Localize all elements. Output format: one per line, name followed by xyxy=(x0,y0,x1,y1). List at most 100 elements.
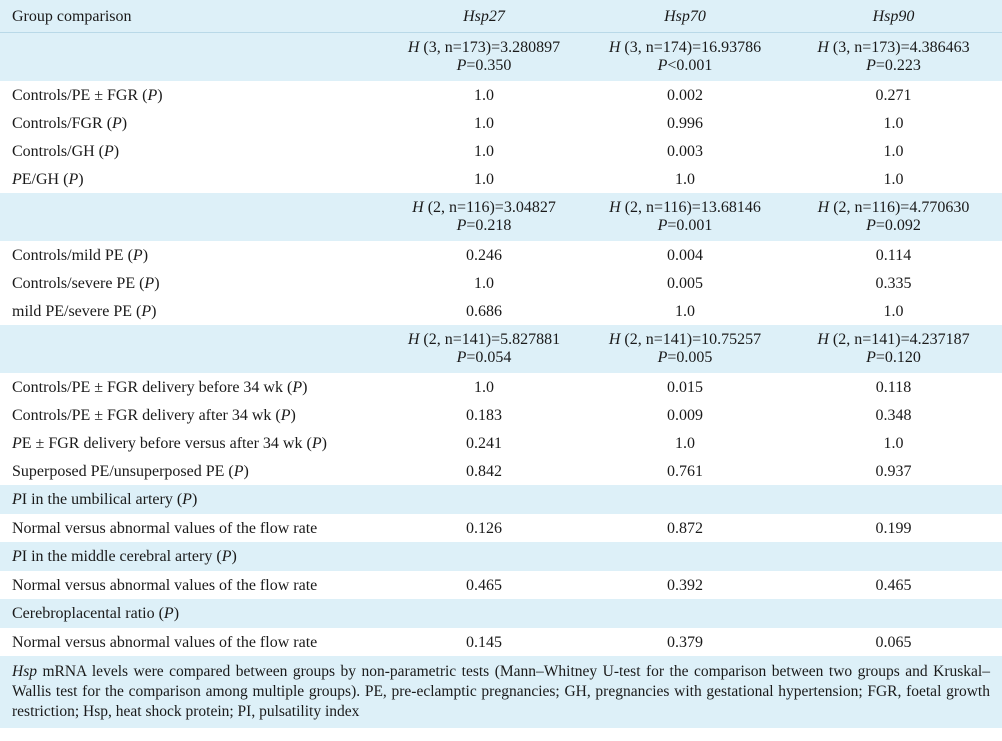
stat-cell: H (2, n=141)=4.237187 P=0.120 xyxy=(785,325,1002,373)
stat-h-value: H (2, n=141)=4.237187 xyxy=(817,331,970,348)
stat-row: H (2, n=116)=3.04827 P=0.218 H (2, n=116)=… xyxy=(0,193,1002,241)
table-row: Controls/severe PE (P) 1.0 0.005 0.335 xyxy=(0,269,1002,297)
row-value: 0.114 xyxy=(785,241,1002,269)
stat-p-value: P=0.223 xyxy=(866,57,921,74)
row-value: 1.0 xyxy=(383,269,585,297)
section-label: Cerebroplacental ratio (P) xyxy=(0,599,1002,628)
stat-p-value: P=0.001 xyxy=(657,217,713,234)
stat-h-value: H (3, n=173)=3.280897 xyxy=(407,39,561,56)
row-value: 0.379 xyxy=(585,628,785,656)
row-value: 0.335 xyxy=(785,269,1002,297)
row-value: 0.686 xyxy=(383,297,585,325)
stat-p-value: P=0.218 xyxy=(456,217,512,234)
row-label: Normal versus abnormal values of the flo… xyxy=(0,628,383,656)
row-label: Controls/PE ± FGR (P) xyxy=(0,81,383,109)
section-row: Cerebroplacental ratio (P) xyxy=(0,599,1002,628)
row-label: Controls/GH (P) xyxy=(0,137,383,165)
stat-row: H (2, n=141)=5.827881 P=0.054 H (2, n=141)… xyxy=(0,325,1002,373)
table-row: Controls/FGR (P) 1.0 0.996 1.0 xyxy=(0,109,1002,137)
row-value: 1.0 xyxy=(585,297,785,325)
header-hsp70: Hsp70 xyxy=(585,0,785,33)
row-value: 0.003 xyxy=(585,137,785,165)
row-value: 0.145 xyxy=(383,628,585,656)
stat-label-cell xyxy=(0,32,383,81)
table-row: Controls/PE ± FGR delivery before 34 wk … xyxy=(0,373,1002,401)
stat-h-value: H (2, n=116)=3.04827 xyxy=(412,199,556,216)
row-value: 0.392 xyxy=(585,571,785,599)
row-value: 0.065 xyxy=(785,628,1002,656)
stat-cell: H (2, n=116)=3.04827 P=0.218 xyxy=(383,193,585,241)
row-value: 0.996 xyxy=(585,109,785,137)
stat-p-value: P=0.054 xyxy=(456,349,512,366)
table-row: Normal versus abnormal values of the flo… xyxy=(0,571,1002,599)
section-label: PI in the middle cerebral artery (P) xyxy=(0,542,1002,571)
section-row: PI in the middle cerebral artery (P) xyxy=(0,542,1002,571)
row-label: mild PE/severe PE (P) xyxy=(0,297,383,325)
table-row: Normal versus abnormal values of the flo… xyxy=(0,628,1002,656)
row-value: 1.0 xyxy=(383,373,585,401)
stat-h-value: H (2, n=141)=5.827881 xyxy=(407,331,561,348)
row-value: 0.761 xyxy=(585,457,785,485)
footnote-lead: Hsp xyxy=(12,663,37,680)
row-value: 0.842 xyxy=(383,457,585,485)
section-row: PI in the umbilical artery (P) xyxy=(0,485,1002,514)
row-value: 1.0 xyxy=(383,137,585,165)
row-value: 0.015 xyxy=(585,373,785,401)
row-value: 1.0 xyxy=(785,109,1002,137)
stat-cell: H (2, n=116)=4.770630 P=0.092 xyxy=(785,193,1002,241)
row-value: 0.199 xyxy=(785,514,1002,542)
row-value: 1.0 xyxy=(785,297,1002,325)
table-footnote-row: Hsp mRNA levels were compared between gr… xyxy=(0,656,1002,728)
footnote-text: mRNA levels were compared between groups… xyxy=(12,663,990,720)
stat-h-value: H (2, n=141)=10.75257 xyxy=(608,331,762,348)
stat-p-value: P=0.092 xyxy=(866,217,921,234)
table-row: Controls/GH (P) 1.0 0.003 1.0 xyxy=(0,137,1002,165)
stat-p-value: P=0.350 xyxy=(456,57,512,74)
table-footnote: Hsp mRNA levels were compared between gr… xyxy=(0,656,1002,728)
row-value: 1.0 xyxy=(383,81,585,109)
stat-h-value: H (3, n=173)=4.386463 xyxy=(817,39,970,56)
table-body: H (3, n=173)=3.280897 P=0.350 H (3, n=174)… xyxy=(0,32,1002,656)
stat-cell: H (2, n=141)=10.75257 P=0.005 xyxy=(585,325,785,373)
stat-cell: H (2, n=141)=5.827881 P=0.054 xyxy=(383,325,585,373)
header-group-comparison: Group comparison xyxy=(0,0,383,33)
row-value: 0.002 xyxy=(585,81,785,109)
stat-cell: H (3, n=174)=16.93786 P<0.001 xyxy=(585,32,785,81)
table-row: mild PE/severe PE (P) 0.686 1.0 1.0 xyxy=(0,297,1002,325)
row-label: Normal versus abnormal values of the flo… xyxy=(0,571,383,599)
table-row: Controls/PE ± FGR delivery after 34 wk (… xyxy=(0,401,1002,429)
row-label: PE/GH (P) xyxy=(0,165,383,193)
row-label: Normal versus abnormal values of the flo… xyxy=(0,514,383,542)
row-label: Controls/mild PE (P) xyxy=(0,241,383,269)
table-row: Controls/PE ± FGR (P) 1.0 0.002 0.271 xyxy=(0,81,1002,109)
row-label: Controls/PE ± FGR delivery before 34 wk … xyxy=(0,373,383,401)
row-value: 0.183 xyxy=(383,401,585,429)
header-hsp27: Hsp27 xyxy=(383,0,585,33)
row-value: 0.126 xyxy=(383,514,585,542)
row-value: 0.005 xyxy=(585,269,785,297)
header-hsp90: Hsp90 xyxy=(785,0,1002,33)
stat-cell: H (3, n=173)=4.386463 P=0.223 xyxy=(785,32,1002,81)
stat-h-value: H (2, n=116)=13.68146 xyxy=(609,199,761,216)
row-value: 0.004 xyxy=(585,241,785,269)
row-value: 0.118 xyxy=(785,373,1002,401)
row-value: 0.348 xyxy=(785,401,1002,429)
stat-h-value: H (2, n=116)=4.770630 xyxy=(817,199,970,216)
stat-label-cell xyxy=(0,325,383,373)
stat-row: H (3, n=173)=3.280897 P=0.350 H (3, n=174)… xyxy=(0,32,1002,81)
row-value: 0.937 xyxy=(785,457,1002,485)
table-row: PE/GH (P) 1.0 1.0 1.0 xyxy=(0,165,1002,193)
stat-cell: H (3, n=173)=3.280897 P=0.350 xyxy=(383,32,585,81)
stat-label-cell xyxy=(0,193,383,241)
stat-p-value: P=0.005 xyxy=(657,349,713,366)
stat-p-value: P=0.120 xyxy=(866,349,921,366)
row-value: 1.0 xyxy=(383,165,585,193)
row-value: 0.246 xyxy=(383,241,585,269)
row-value: 1.0 xyxy=(383,109,585,137)
row-value: 0.009 xyxy=(585,401,785,429)
stat-cell: H (2, n=116)=13.68146 P=0.001 xyxy=(585,193,785,241)
row-label: Superposed PE/unsuperposed PE (P) xyxy=(0,457,383,485)
row-value: 1.0 xyxy=(585,165,785,193)
row-value: 0.872 xyxy=(585,514,785,542)
